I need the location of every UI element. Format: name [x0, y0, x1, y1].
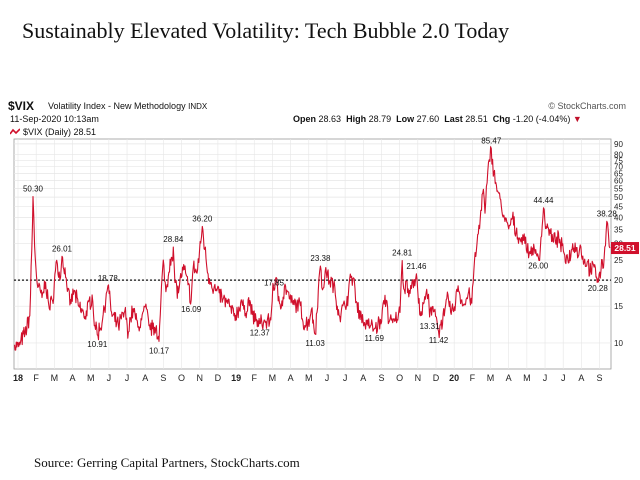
- data-label: 11.69: [364, 334, 384, 343]
- x-tick-label: M: [51, 373, 59, 383]
- instrument-name-text: Volatility Index - New Methodology: [48, 101, 186, 111]
- x-tick-label: D: [433, 373, 440, 383]
- data-label: 20.28: [588, 284, 609, 293]
- legend-label: $VIX (Daily) 28.51: [23, 127, 97, 137]
- x-tick-label: O: [396, 373, 403, 383]
- page-title: Sustainably Elevated Volatility: Tech Bu…: [22, 18, 510, 43]
- plot-area: [13, 138, 612, 370]
- data-label: 12.37: [250, 329, 271, 338]
- y-tick-label: 70: [614, 163, 623, 172]
- x-tick-label: M: [269, 373, 277, 383]
- data-label: 16.09: [181, 305, 202, 314]
- x-tick-label: F: [470, 373, 476, 383]
- x-tick-label: J: [125, 373, 130, 383]
- y-tick-label: 40: [614, 213, 623, 222]
- y-tick-label: 60: [614, 177, 623, 186]
- x-tick-label: J: [543, 373, 548, 383]
- x-tick-label: D: [215, 373, 222, 383]
- last-value-badge: [611, 242, 639, 255]
- x-tick-label: M: [523, 373, 531, 383]
- legend-swatch-icon: [10, 128, 20, 135]
- data-label: 26.00: [528, 261, 549, 270]
- x-tick-label: N: [196, 373, 203, 383]
- x-tick-label: F: [252, 373, 258, 383]
- x-tick-label: J: [561, 373, 566, 383]
- x-tick-label: S: [597, 373, 603, 383]
- y-tick-label: 90: [614, 140, 623, 149]
- y-tick-label: 25: [614, 256, 623, 265]
- data-label: 50.30: [23, 185, 44, 194]
- quote-strip: Open 28.63 High 28.79 Low 27.60 Last 28.…: [293, 114, 582, 124]
- data-label: 28.84: [163, 235, 184, 244]
- last-label: Last: [444, 114, 463, 124]
- low-label: Low: [396, 114, 415, 124]
- data-label: 10.91: [87, 340, 108, 349]
- vix-series-line: [13, 146, 611, 351]
- data-label: 10.17: [149, 346, 170, 355]
- last-value-badge-label: 28.51: [614, 243, 636, 253]
- low-value: 27.60: [416, 114, 440, 124]
- x-tick-label: 20: [449, 373, 459, 383]
- x-tick-label: S: [160, 373, 166, 383]
- y-tick-label: 10: [614, 339, 623, 348]
- y-tick-label: 35: [614, 225, 623, 234]
- x-tick-label: A: [360, 373, 366, 383]
- data-label: 85.47: [481, 137, 502, 146]
- exchange-label: INDX: [188, 102, 208, 111]
- data-label: 38.28: [597, 209, 618, 218]
- open-label: Open: [293, 114, 317, 124]
- stockcharts-brand: © StockCharts.com: [548, 101, 626, 111]
- y-tick-label: 55: [614, 185, 623, 194]
- data-label: 36.20: [192, 214, 213, 223]
- x-tick-label: J: [325, 373, 330, 383]
- legend: $VIX (Daily) 28.51: [10, 127, 96, 137]
- x-tick-label: J: [343, 373, 348, 383]
- ticker-symbol: $VIX: [8, 99, 35, 113]
- x-tick-label: 19: [231, 373, 241, 383]
- x-tick-label: M: [487, 373, 495, 383]
- y-tick-label: 20: [614, 276, 623, 285]
- quote-date: 11-Sep-2020 10:13am: [10, 114, 99, 124]
- data-label: 11.42: [429, 336, 449, 345]
- x-tick-label: S: [378, 373, 384, 383]
- y-tick-label: 50: [614, 193, 623, 202]
- data-label: 11.03: [305, 339, 325, 348]
- source-note: Source: Gerring Capital Partners, StockC…: [34, 455, 300, 470]
- vix-chart: 1015202530354045505560657075809018FMAMJJ…: [13, 137, 639, 383]
- data-label: 26.01: [52, 244, 73, 253]
- y-tick-label: 45: [614, 203, 623, 212]
- data-label: 24.81: [392, 249, 413, 258]
- chg-label: Chg: [492, 114, 511, 124]
- y-tick-label: 65: [614, 169, 623, 178]
- x-tick-label: F: [33, 373, 39, 383]
- x-tick-label: M: [87, 373, 95, 383]
- high-label: High: [346, 114, 367, 124]
- last-value: 28.51: [465, 114, 488, 124]
- x-tick-label: 18: [13, 373, 23, 383]
- chg-value: -1.20 (-4.04%): [512, 114, 571, 124]
- data-label: 13.31: [420, 322, 441, 331]
- x-tick-label: A: [70, 373, 76, 383]
- y-tick-label: 80: [614, 151, 623, 160]
- x-tick-label: O: [178, 373, 185, 383]
- x-tick-label: M: [305, 373, 313, 383]
- data-label: 23.38: [310, 254, 331, 263]
- x-tick-label: A: [288, 373, 294, 383]
- data-label: 18.78: [98, 274, 119, 283]
- y-tick-label: 15: [614, 302, 623, 311]
- y-tick-label: 75: [614, 156, 623, 165]
- data-label: 44.44: [533, 196, 554, 205]
- x-tick-label: N: [415, 373, 422, 383]
- x-tick-label: A: [506, 373, 512, 383]
- instrument-name: Volatility Index - New Methodology INDX: [48, 101, 207, 111]
- x-tick-label: A: [142, 373, 148, 383]
- x-tick-label: J: [107, 373, 112, 383]
- data-label: 17.85: [264, 278, 285, 287]
- high-value: 28.79: [368, 114, 392, 124]
- data-label: 21.46: [406, 262, 427, 271]
- x-tick-label: A: [578, 373, 584, 383]
- down-arrow-icon: ▼: [572, 114, 582, 124]
- open-value: 28.63: [318, 114, 342, 124]
